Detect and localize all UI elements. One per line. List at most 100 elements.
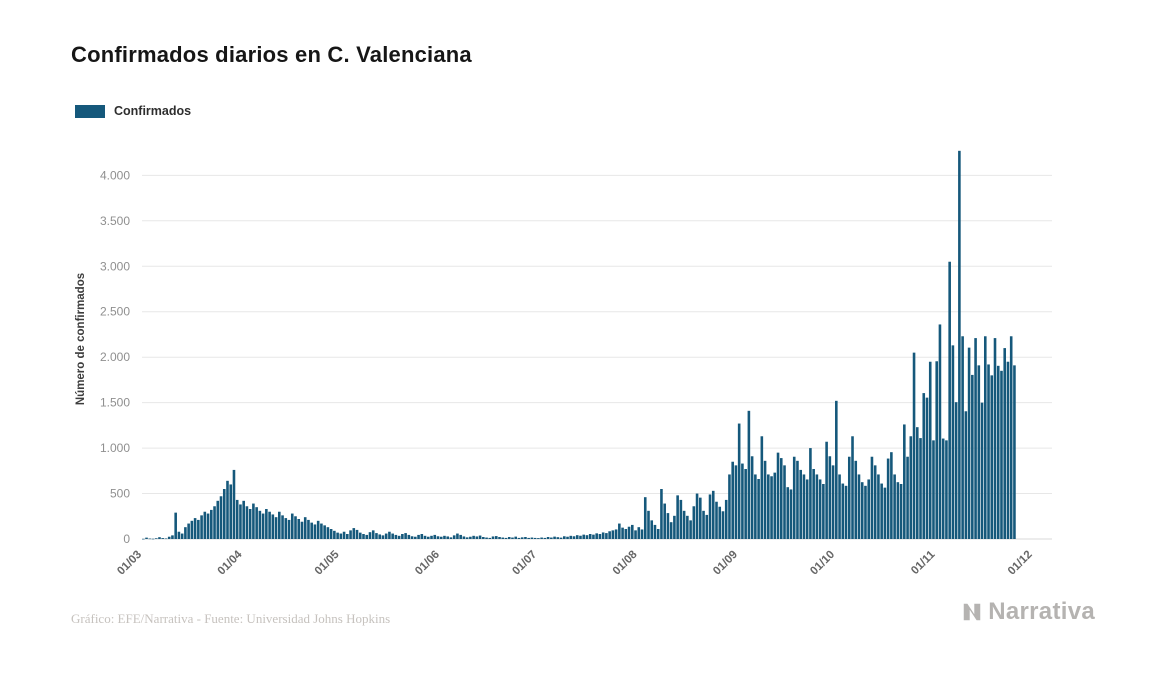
bar — [278, 511, 281, 539]
bar — [255, 507, 258, 539]
bar — [715, 501, 718, 539]
bar — [699, 497, 702, 539]
bar — [158, 537, 161, 539]
bar — [724, 499, 728, 539]
bar — [423, 535, 427, 539]
bar — [439, 536, 443, 539]
legend: Confirmados — [75, 104, 191, 118]
bar — [977, 365, 981, 539]
bar — [948, 261, 951, 539]
bar — [618, 523, 621, 539]
bar — [686, 515, 689, 539]
y-tick-label: 1.000 — [100, 441, 130, 455]
bar — [248, 509, 252, 539]
bar — [397, 535, 401, 539]
bar — [271, 514, 275, 539]
bar — [741, 463, 744, 539]
y-axis-label: Número de confirmados — [75, 273, 87, 405]
bar — [213, 506, 216, 539]
bar — [792, 456, 796, 539]
x-tick-label: 01/10 — [808, 549, 837, 578]
bar — [452, 535, 456, 539]
bar — [371, 530, 375, 539]
bar — [511, 537, 514, 539]
bar — [426, 536, 430, 539]
bar — [300, 521, 304, 539]
narrativa-logo-icon — [963, 603, 981, 621]
bar — [530, 537, 534, 539]
bar — [281, 515, 284, 539]
bar — [747, 410, 751, 539]
bar — [187, 523, 190, 539]
bar — [643, 497, 647, 539]
bar — [407, 534, 411, 539]
bar — [258, 510, 262, 539]
bar — [903, 424, 906, 539]
bar — [482, 537, 485, 539]
bar — [177, 531, 181, 539]
x-tick-label: 01/05 — [313, 548, 342, 577]
bar — [540, 537, 543, 539]
bar — [835, 400, 838, 539]
bar — [501, 537, 505, 539]
bar — [180, 533, 184, 539]
bar — [316, 520, 320, 539]
bar — [776, 452, 780, 539]
bar — [673, 515, 676, 539]
bar — [184, 527, 187, 539]
bar — [841, 483, 845, 539]
bar — [605, 533, 608, 539]
bar — [1013, 365, 1016, 539]
bar — [226, 480, 229, 539]
bar — [572, 536, 576, 539]
bar — [799, 469, 802, 539]
y-tick-label: 2.500 — [100, 305, 130, 319]
bar — [702, 510, 705, 539]
bar — [358, 532, 362, 539]
bar — [967, 347, 971, 539]
y-tick-label: 2.000 — [100, 350, 130, 364]
bar — [245, 506, 249, 539]
bar — [877, 474, 880, 539]
bar — [472, 535, 475, 539]
bar — [987, 364, 990, 539]
bar — [592, 534, 595, 539]
bar — [731, 461, 734, 539]
bar — [945, 440, 948, 539]
bar — [268, 511, 271, 539]
bar — [563, 536, 566, 539]
bar — [928, 361, 932, 539]
bar — [203, 511, 207, 539]
bar — [809, 448, 812, 539]
bar — [556, 537, 560, 539]
bar — [323, 525, 326, 539]
bar — [378, 534, 381, 539]
bar — [663, 503, 666, 539]
bar — [708, 494, 712, 539]
x-tick-label: 01/07 — [510, 549, 539, 578]
bar — [290, 513, 294, 539]
bar — [507, 537, 511, 539]
bar — [608, 531, 611, 539]
legend-swatch-confirmados — [75, 104, 105, 118]
bar — [200, 515, 203, 539]
bar — [329, 529, 333, 539]
bar — [961, 336, 964, 539]
bar — [491, 536, 495, 539]
bar — [958, 150, 961, 539]
bar — [465, 537, 469, 539]
bar — [864, 485, 867, 539]
bar — [346, 534, 349, 539]
bar — [297, 519, 301, 539]
bar — [478, 535, 482, 539]
bar — [653, 524, 657, 539]
bar — [851, 436, 854, 539]
bar — [232, 469, 236, 539]
bar — [475, 536, 479, 539]
bar — [954, 402, 958, 539]
bar — [779, 458, 783, 539]
bar — [142, 538, 145, 540]
bar — [624, 529, 628, 539]
bar — [504, 537, 508, 539]
bar — [650, 520, 654, 539]
